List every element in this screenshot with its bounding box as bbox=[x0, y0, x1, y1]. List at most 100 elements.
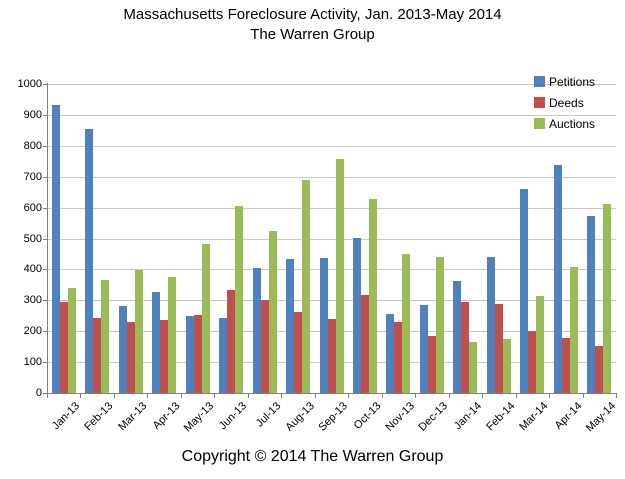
bar-auctions-Jan-13 bbox=[67, 287, 76, 393]
bar-deeds-Jun-13 bbox=[227, 290, 236, 393]
bar-auctions-Apr-14 bbox=[569, 266, 578, 393]
gridline-600 bbox=[47, 207, 616, 209]
bar-petitions-Dec-13 bbox=[419, 304, 428, 393]
x-tick-14 bbox=[515, 394, 517, 398]
chart-title: Massachusetts Foreclosure Activity, Jan.… bbox=[0, 5, 625, 45]
bar-deeds-Aug-13 bbox=[294, 311, 303, 393]
legend-swatch-auctions bbox=[534, 118, 545, 129]
bar-petitions-Jan-14 bbox=[453, 280, 462, 393]
bar-petitions-May-14 bbox=[587, 215, 596, 393]
legend-label-auctions: Auctions bbox=[549, 116, 596, 131]
bar-auctions-Feb-14 bbox=[502, 339, 511, 393]
x-tick-16 bbox=[582, 394, 584, 398]
x-tick-8 bbox=[314, 394, 316, 398]
bar-deeds-Feb-14 bbox=[494, 304, 503, 393]
y-tick-1000 bbox=[43, 84, 47, 85]
bar-auctions-Sep-13 bbox=[335, 158, 344, 393]
bar-deeds-May-13 bbox=[193, 314, 202, 393]
bar-petitions-Aug-13 bbox=[286, 258, 295, 393]
x-tick-9 bbox=[348, 394, 350, 398]
x-axis-label-Jun-13: Jun-13 bbox=[217, 400, 250, 433]
x-tick-11 bbox=[415, 394, 417, 398]
gridline-1000 bbox=[47, 84, 616, 85]
x-axis-label-Dec-13: Dec-13 bbox=[416, 400, 451, 434]
bar-auctions-Mar-13 bbox=[134, 270, 143, 393]
y-tick-400 bbox=[43, 269, 47, 271]
bar-auctions-Jul-13 bbox=[268, 231, 277, 393]
y-axis-label-600: 600 bbox=[23, 201, 42, 214]
gridline-400 bbox=[47, 269, 616, 271]
gridline-800 bbox=[47, 145, 616, 147]
bar-auctions-Oct-13 bbox=[368, 198, 377, 393]
chart-legend: Petitions Deeds Auctions bbox=[534, 71, 595, 134]
bar-petitions-Oct-13 bbox=[352, 237, 361, 393]
gridline-500 bbox=[47, 238, 616, 240]
bar-deeds-Oct-13 bbox=[360, 294, 369, 393]
x-axis-label-May-13: May-13 bbox=[181, 400, 217, 435]
bar-deeds-Jul-13 bbox=[260, 300, 269, 393]
y-axis-label-900: 900 bbox=[23, 108, 42, 121]
bar-deeds-Jan-13 bbox=[59, 301, 68, 393]
legend-label-petitions: Petitions bbox=[549, 74, 596, 89]
x-tick-3 bbox=[147, 394, 149, 398]
y-tick-700 bbox=[43, 176, 47, 178]
x-tick-5 bbox=[214, 394, 216, 398]
bar-auctions-Jun-13 bbox=[235, 205, 244, 393]
x-axis-label-Oct-13: Oct-13 bbox=[351, 400, 384, 432]
x-tick-1 bbox=[80, 394, 82, 398]
y-axis-label-1000: 1000 bbox=[17, 78, 42, 90]
bar-auctions-Mar-14 bbox=[536, 295, 545, 393]
x-axis-label-May-14: May-14 bbox=[583, 400, 618, 435]
bar-petitions-Jan-13 bbox=[51, 105, 60, 393]
x-axis-line bbox=[47, 393, 617, 394]
x-axis-label-Aug-13: Aug-13 bbox=[282, 400, 317, 434]
y-tick-800 bbox=[43, 145, 47, 147]
y-tick-600 bbox=[43, 207, 47, 209]
x-tick-2 bbox=[113, 394, 115, 398]
x-axis-label-Jan-14: Jan-14 bbox=[451, 400, 484, 433]
y-axis-label-100: 100 bbox=[23, 356, 42, 369]
legend-swatch-petitions bbox=[534, 76, 545, 87]
y-tick-200 bbox=[43, 331, 47, 333]
legend-swatch-deeds bbox=[534, 97, 545, 108]
bar-auctions-Dec-13 bbox=[435, 257, 444, 393]
bar-deeds-Jan-14 bbox=[461, 302, 470, 393]
bar-auctions-Jan-14 bbox=[469, 341, 478, 393]
y-axis-label-700: 700 bbox=[23, 170, 42, 183]
x-axis-label-Jul-13: Jul-13 bbox=[253, 400, 284, 430]
x-tick-13 bbox=[482, 394, 484, 398]
bar-auctions-May-14 bbox=[603, 203, 612, 393]
bar-deeds-Mar-13 bbox=[126, 321, 135, 393]
bar-petitions-Feb-14 bbox=[486, 257, 495, 393]
x-axis-label-Feb-14: Feb-14 bbox=[484, 400, 518, 434]
y-tick-100 bbox=[43, 362, 47, 364]
y-axis-label-0: 0 bbox=[35, 387, 42, 399]
bar-petitions-Jun-13 bbox=[219, 317, 228, 393]
bar-petitions-Apr-14 bbox=[553, 165, 562, 393]
bar-deeds-Sep-13 bbox=[327, 318, 336, 393]
x-axis-label-Feb-13: Feb-13 bbox=[82, 400, 116, 434]
y-tick-300 bbox=[43, 300, 47, 302]
x-tick-15 bbox=[549, 394, 551, 398]
y-axis-label-300: 300 bbox=[23, 294, 42, 307]
bar-deeds-Apr-14 bbox=[561, 337, 570, 393]
bar-auctions-Apr-13 bbox=[168, 277, 177, 393]
bar-auctions-Aug-13 bbox=[302, 179, 311, 393]
x-axis-label-Apr-13: Apr-13 bbox=[150, 400, 183, 432]
legend-item-auctions: Auctions bbox=[534, 113, 595, 134]
x-tick-0 bbox=[47, 394, 48, 398]
x-tick-6 bbox=[247, 394, 249, 398]
gridline-700 bbox=[47, 176, 616, 178]
chart-title-line2: The Warren Group bbox=[250, 26, 375, 43]
y-axis-line bbox=[47, 83, 48, 393]
y-tick-0 bbox=[43, 393, 47, 394]
bar-petitions-Apr-13 bbox=[152, 291, 161, 393]
y-axis-label-200: 200 bbox=[23, 325, 42, 338]
x-tick-17 bbox=[616, 394, 617, 398]
y-axis-label-400: 400 bbox=[23, 263, 42, 276]
y-axis-label-500: 500 bbox=[23, 232, 42, 245]
bar-auctions-May-13 bbox=[201, 244, 210, 393]
bar-petitions-Sep-13 bbox=[319, 257, 328, 393]
x-tick-10 bbox=[381, 394, 383, 398]
